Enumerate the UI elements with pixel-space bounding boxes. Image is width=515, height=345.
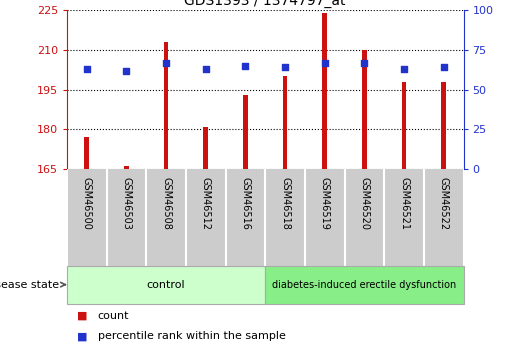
- Bar: [402, 82, 406, 169]
- Bar: [164, 42, 168, 169]
- Point: [241, 63, 249, 69]
- Text: GSM46500: GSM46500: [82, 177, 92, 230]
- Point: [202, 66, 210, 72]
- Bar: [124, 166, 129, 169]
- Text: control: control: [147, 280, 185, 289]
- Point: [440, 65, 448, 70]
- Text: GSM46508: GSM46508: [161, 177, 171, 230]
- Point: [360, 60, 369, 66]
- Bar: [265, 266, 464, 304]
- Bar: [84, 137, 89, 169]
- Text: GSM46519: GSM46519: [320, 177, 330, 230]
- Title: GDS1393 / 1374797_at: GDS1393 / 1374797_at: [184, 0, 346, 8]
- Text: GSM46522: GSM46522: [439, 177, 449, 230]
- Point: [162, 60, 170, 66]
- Bar: [283, 77, 287, 169]
- Bar: [243, 95, 248, 169]
- Text: GSM46512: GSM46512: [201, 177, 211, 230]
- Text: GSM46521: GSM46521: [399, 177, 409, 230]
- Bar: [203, 127, 208, 169]
- Text: count: count: [98, 311, 129, 321]
- Text: GSM46516: GSM46516: [241, 177, 250, 230]
- Text: disease state: disease state: [0, 280, 65, 289]
- Point: [281, 65, 289, 70]
- Text: GSM46503: GSM46503: [122, 177, 131, 230]
- Text: ■: ■: [77, 311, 88, 321]
- Bar: [67, 266, 265, 304]
- Bar: [441, 82, 446, 169]
- Text: ■: ■: [77, 332, 88, 341]
- Point: [123, 68, 131, 73]
- Text: GSM46520: GSM46520: [359, 177, 369, 230]
- Text: diabetes-induced erectile dysfunction: diabetes-induced erectile dysfunction: [272, 280, 456, 289]
- Point: [320, 60, 329, 66]
- Point: [82, 66, 91, 72]
- Text: GSM46518: GSM46518: [280, 177, 290, 230]
- Bar: [362, 50, 367, 169]
- Text: percentile rank within the sample: percentile rank within the sample: [98, 332, 286, 341]
- Bar: [322, 13, 327, 169]
- Point: [400, 66, 408, 72]
